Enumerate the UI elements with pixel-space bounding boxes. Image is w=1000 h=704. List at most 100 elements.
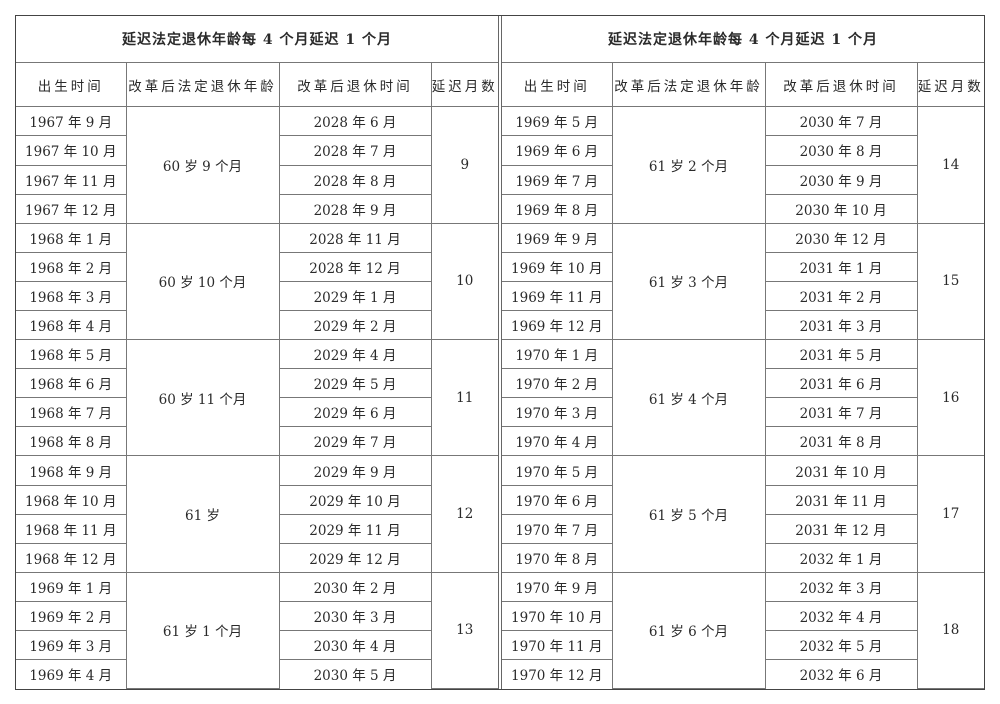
retirement-age-cell: 60 岁 9 个月 [125,106,280,224]
table-left: 延迟法定退休年龄每 4 个月延迟 1 个月 出生时间 改革后法定退休年龄 改革后退休时… [16,16,499,690]
delay-months-cell: 9 [430,106,499,224]
delay-months-cell: 18 [916,571,985,690]
birth-time-cell: 1968 年 6 月 [16,368,127,399]
retirement-time-cell: 2032 年 3 月 [764,571,918,602]
birth-time-cell: 1968 年 10 月 [16,484,127,515]
header-row: 出生时间 改革后法定退休年龄 改革后退休时间 延迟月数 [502,62,985,108]
retirement-time-cell: 2029 年 6 月 [278,397,431,428]
birth-time-cell: 1970 年 2 月 [502,368,613,399]
retirement-time-cell: 2029 年 12 月 [278,542,431,573]
delay-months-cell: 14 [916,106,985,224]
retirement-time-cell: 2032 年 5 月 [764,630,917,661]
retirement-age-cell: 61 岁 3 个月 [611,222,766,341]
table-row: 1969 年 3 月 2030 年 4 月 [16,630,498,661]
retirement-time-cell: 2031 年 12 月 [764,513,917,544]
retirement-time-cell: 2029 年 7 月 [278,426,431,457]
retirement-time-cell: 2030 年 3 月 [278,600,431,632]
table-row: 1968 年 5 月 60 岁 11 个月 2029 年 4 月 11 [16,339,499,457]
retirement-age-cell: 61 岁 6 个月 [611,571,766,690]
retirement-time-cell: 2029 年 5 月 [278,368,431,399]
retirement-time-cell: 2030 年 7 月 [764,106,918,137]
table-row: 1970 年 1 月 61 岁 4 个月 2031 年 5 月 16 [502,339,985,457]
table-row: 1970 年 8 月 2032 年 1 月 [502,542,984,573]
delay-months-cell: 16 [916,339,985,457]
birth-time-cell: 1967 年 10 月 [16,135,127,166]
birth-time-cell: 1969 年 10 月 [502,251,613,282]
table-row: 1968 年 12 月 2029 年 12 月 [16,542,498,573]
birth-time-cell: 1968 年 7 月 [16,397,127,428]
table-row: 1970 年 2 月 2031 年 6 月 [502,368,984,399]
table-row: 1970 年 12 月 2032 年 6 月 [502,659,984,689]
table-row: 1968 年 10 月 2029 年 10 月 [16,484,498,515]
birth-time-cell: 1970 年 7 月 [502,513,613,544]
retirement-time-cell: 2032 年 1 月 [764,542,917,573]
retirement-time-cell: 2029 年 9 月 [278,455,432,486]
retirement-time-cell: 2030 年 5 月 [278,659,431,689]
table-row: 1968 年 2 月 2028 年 12 月 [16,251,498,282]
retirement-time-cell: 2030 年 2 月 [278,571,432,602]
birth-time-cell: 1969 年 7 月 [502,164,613,195]
retirement-time-cell: 2031 年 8 月 [764,426,917,457]
birth-time-cell: 1969 年 12 月 [502,309,613,341]
retirement-time-cell: 2028 年 7 月 [278,135,431,166]
header-birth-time: 出生时间 [16,62,127,108]
birth-time-cell: 1970 年 9 月 [502,571,613,602]
table-title: 延迟法定退休年龄每 4 个月延迟 1 个月 [16,16,499,64]
retirement-time-cell: 2031 年 7 月 [764,397,917,428]
table-row: 1968 年 9 月 61 岁 2029 年 9 月 12 [16,455,499,573]
table-row: 1968 年 8 月 2029 年 7 月 [16,426,498,457]
delay-months-cell: 10 [430,222,499,341]
table-row: 1968 年 3 月 2029 年 1 月 [16,280,498,311]
retirement-time-cell: 2030 年 8 月 [764,135,917,166]
header-new-retirement-age: 改革后法定退休年龄 [125,62,280,108]
header-new-retirement-time: 改革后退休时间 [764,62,918,108]
birth-time-cell: 1970 年 8 月 [502,542,613,573]
retirement-time-cell: 2031 年 1 月 [764,251,917,282]
retirement-age-cell: 61 岁 4 个月 [611,339,766,457]
table-row: 1968 年 4 月 2029 年 2 月 [16,309,498,341]
retirement-age-cell: 60 岁 10 个月 [125,222,280,341]
table-row: 1970 年 11 月 2032 年 5 月 [502,630,984,661]
double-divider [498,16,502,689]
retirement-time-cell: 2031 年 5 月 [764,339,918,370]
table-row: 1969 年 1 月 61 岁 1 个月 2030 年 2 月 13 [16,571,499,690]
retirement-age-cell: 61 岁 2 个月 [611,106,766,224]
birth-time-cell: 1968 年 4 月 [16,309,127,341]
retirement-time-cell: 2029 年 11 月 [278,513,431,544]
retirement-time-cell: 2028 年 11 月 [278,222,432,253]
retirement-time-cell: 2030 年 10 月 [764,193,917,224]
table-row: 1969 年 4 月 2030 年 5 月 [16,659,498,689]
retirement-age-cell: 61 岁 [125,455,280,573]
table-row: 1968 年 6 月 2029 年 5 月 [16,368,498,399]
table-row: 1968 年 7 月 2029 年 6 月 [16,397,498,428]
birth-time-cell: 1969 年 6 月 [502,135,613,166]
birth-time-cell: 1970 年 3 月 [502,397,613,428]
birth-time-cell: 1968 年 9 月 [16,455,127,486]
birth-time-cell: 1970 年 6 月 [502,484,613,515]
birth-time-cell: 1968 年 2 月 [16,251,127,282]
birth-time-cell: 1970 年 1 月 [502,339,613,370]
table-title: 延迟法定退休年龄每 4 个月延迟 1 个月 [502,16,985,64]
header-row: 出生时间 改革后法定退休年龄 改革后退休时间 延迟月数 [16,62,499,108]
retirement-time-cell: 2032 年 4 月 [764,600,917,632]
table-row: 1970 年 9 月 61 岁 6 个月 2032 年 3 月 18 [502,571,985,690]
birth-time-cell: 1969 年 1 月 [16,571,127,602]
retirement-table-document: 延迟法定退休年龄每 4 个月延迟 1 个月 出生时间 改革后法定退休年龄 改革后退休时… [15,15,985,690]
delay-months-cell: 13 [430,571,499,690]
table-row: 1969 年 12 月 2031 年 3 月 [502,309,984,341]
table-row: 1970 年 7 月 2031 年 12 月 [502,513,984,544]
birth-time-cell: 1968 年 11 月 [16,513,127,544]
birth-time-cell: 1967 年 12 月 [16,193,127,224]
table-row: 1970 年 4 月 2031 年 8 月 [502,426,984,457]
table-row: 1969 年 11 月 2031 年 2 月 [502,280,984,311]
birth-time-cell: 1968 年 1 月 [16,222,127,253]
retirement-time-cell: 2029 年 10 月 [278,484,431,515]
birth-time-cell: 1967 年 11 月 [16,164,127,195]
birth-time-cell: 1969 年 5 月 [502,106,613,137]
table-row: 1969 年 8 月 2030 年 10 月 [502,193,984,224]
birth-time-cell: 1967 年 9 月 [16,106,127,137]
retirement-time-cell: 2030 年 4 月 [278,630,431,661]
table-row: 1970 年 5 月 61 岁 5 个月 2031 年 10 月 17 [502,455,985,573]
retirement-time-cell: 2031 年 11 月 [764,484,917,515]
